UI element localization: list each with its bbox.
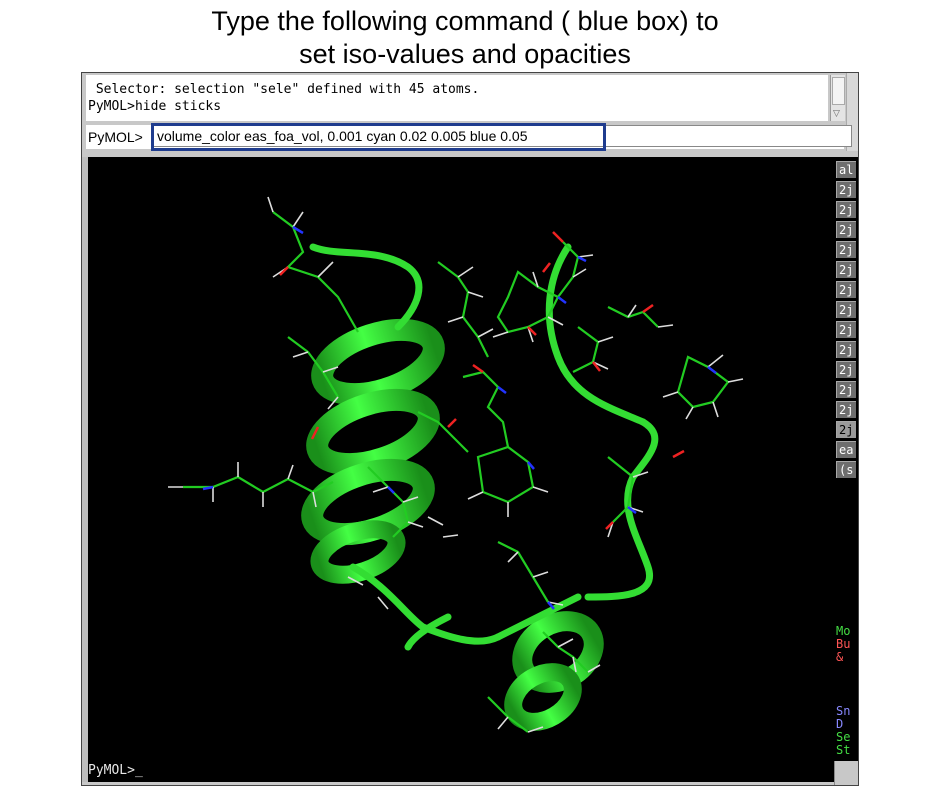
pymol-window: Selector: selection "sele" defined with … [81,72,859,786]
object-button-12[interactable]: 2j [836,401,856,418]
output-log: Selector: selection "sele" defined with … [86,75,828,121]
object-button-7[interactable]: 2j [836,301,856,318]
status-text-top-2: & [836,651,844,664]
molecule-render [168,196,744,733]
object-button-2[interactable]: 2j [836,201,856,218]
object-button-1[interactable]: 2j [836,181,856,198]
object-button-6[interactable]: 2j [836,281,856,298]
panel-bottom-handle[interactable] [834,761,858,785]
instruction-caption-line-1: Type the following command ( blue box) t… [211,6,719,36]
log-line-selector: Selector: selection "sele" defined with … [88,82,480,97]
object-button-14[interactable]: ea [836,441,856,458]
object-button-4[interactable]: 2j [836,241,856,258]
object-button-3[interactable]: 2j [836,221,856,238]
object-panel: al 2j 2j 2j 2j 2j 2j 2j 2j 2j 2j 2j 2j 2j ea (s Mo Bu & Sn… [834,157,858,785]
object-button-0[interactable]: al [836,161,856,178]
log-scrollbar-thumb[interactable] [832,77,845,105]
coil-tube [309,243,659,651]
status-text-bottom-1: D [836,718,844,731]
status-text-bottom-2: Se [836,731,851,744]
oxygen-atoms [279,231,685,530]
command-prompt-label: PyMOL> [88,129,143,145]
command-row: PyMOL> volume_color eas_foa_vol, 0.001 c… [86,125,852,149]
log-scrollbar[interactable]: ▽ [830,75,845,121]
highlight-box [151,123,606,151]
molecule-viewer[interactable] [88,157,834,782]
helix-ribbon [301,318,604,731]
scroll-down-icon[interactable]: ▽ [833,109,840,119]
status-text-top-1: Bu [836,638,851,651]
nitrogen-atoms [202,225,717,610]
object-button-8[interactable]: 2j [836,321,856,338]
object-button-13[interactable]: 2j [836,421,856,438]
hydrogen-sticks [168,196,744,733]
viewer-prompt: PyMOL>_ [88,763,143,778]
object-button-15[interactable]: (s [836,461,856,478]
object-button-11[interactable]: 2j [836,381,856,398]
status-text-bottom-0: Sn [836,705,851,718]
status-text-bottom-3: St [836,744,851,757]
object-button-10[interactable]: 2j [836,361,856,378]
viewer-left-strip [82,157,88,782]
log-line-hide-sticks: PyMOL>hide sticks [88,99,222,114]
status-text-top-0: Mo [836,625,851,638]
object-button-5[interactable]: 2j [836,261,856,278]
object-button-9[interactable]: 2j [836,341,856,358]
instruction-caption-line-2: set iso-values and opacities [299,39,631,69]
